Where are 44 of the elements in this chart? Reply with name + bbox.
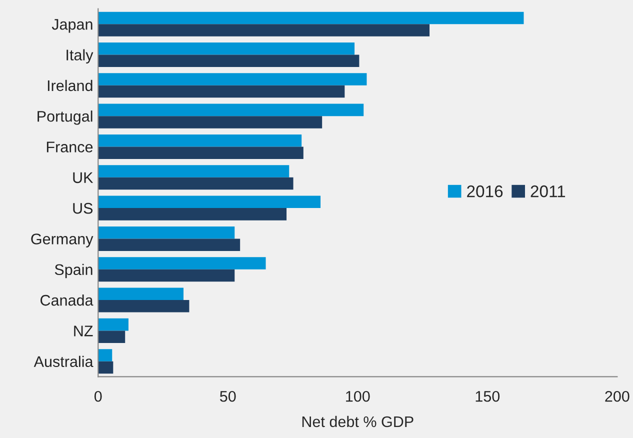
legend-label: 2016 [467,185,503,198]
x-tick-label: 100 [346,390,370,402]
bar [98,177,294,190]
bar [98,104,364,116]
bar [98,165,290,178]
x-tick-label: 50 [220,390,236,402]
bar [98,238,240,251]
bar [98,288,184,300]
bar [98,146,304,159]
y-tick-label: Australia [34,356,94,368]
x-tick-label: 200 [605,390,630,402]
bar [98,24,430,36]
bar [98,361,114,374]
y-tick-label: France [46,142,93,152]
x-tick-label: 0 [94,390,102,402]
bar [98,208,287,220]
y-tick-label: US [73,202,93,214]
bar [98,85,345,98]
bar [98,226,235,239]
bar [98,12,524,24]
bar [98,196,321,208]
y-tick-label: UK [73,172,94,184]
bar [98,300,190,312]
bar [98,42,355,55]
bar [98,269,235,282]
y-tick-label: Japan [52,19,92,33]
legend-label: 2011 [530,185,566,198]
y-tick-label: Spain [54,264,92,278]
x-axis-title: Net debt % GDP [302,416,414,428]
y-tick-label: Italy [66,49,94,64]
bar [98,134,302,147]
y-tick-label: NZ [74,326,93,336]
bar [98,116,322,128]
bar [98,73,367,86]
y-tick-label: Portugal [38,110,92,125]
x-tick-label: 150 [476,390,500,402]
y-tick-label: Germany [31,234,94,248]
bar [98,330,126,343]
bar [98,318,128,331]
bar [98,54,360,68]
y-tick-label: Canada [40,294,94,306]
y-tick-label: Ireland [48,80,92,92]
bar [98,257,266,270]
bar [98,349,112,362]
